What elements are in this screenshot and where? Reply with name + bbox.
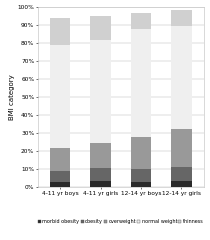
Bar xyxy=(50,182,70,187)
Bar xyxy=(131,13,151,29)
Bar xyxy=(90,40,111,143)
Bar xyxy=(131,137,151,169)
Bar xyxy=(90,143,111,168)
Bar xyxy=(171,26,192,129)
Bar xyxy=(171,181,192,187)
Bar xyxy=(50,45,70,148)
Bar xyxy=(50,18,70,45)
Bar xyxy=(90,16,111,40)
Bar xyxy=(90,168,111,181)
Bar xyxy=(50,148,70,171)
Bar xyxy=(90,181,111,187)
Bar xyxy=(171,10,192,26)
Bar xyxy=(50,171,70,182)
Y-axis label: BMI category: BMI category xyxy=(9,74,15,120)
Bar xyxy=(131,182,151,187)
Bar xyxy=(171,167,192,181)
Legend: morbid obesity, obesity, overweight, normal weight, thinness: morbid obesity, obesity, overweight, nor… xyxy=(38,218,204,224)
Bar xyxy=(131,169,151,182)
Bar xyxy=(171,129,192,167)
Bar xyxy=(131,29,151,137)
